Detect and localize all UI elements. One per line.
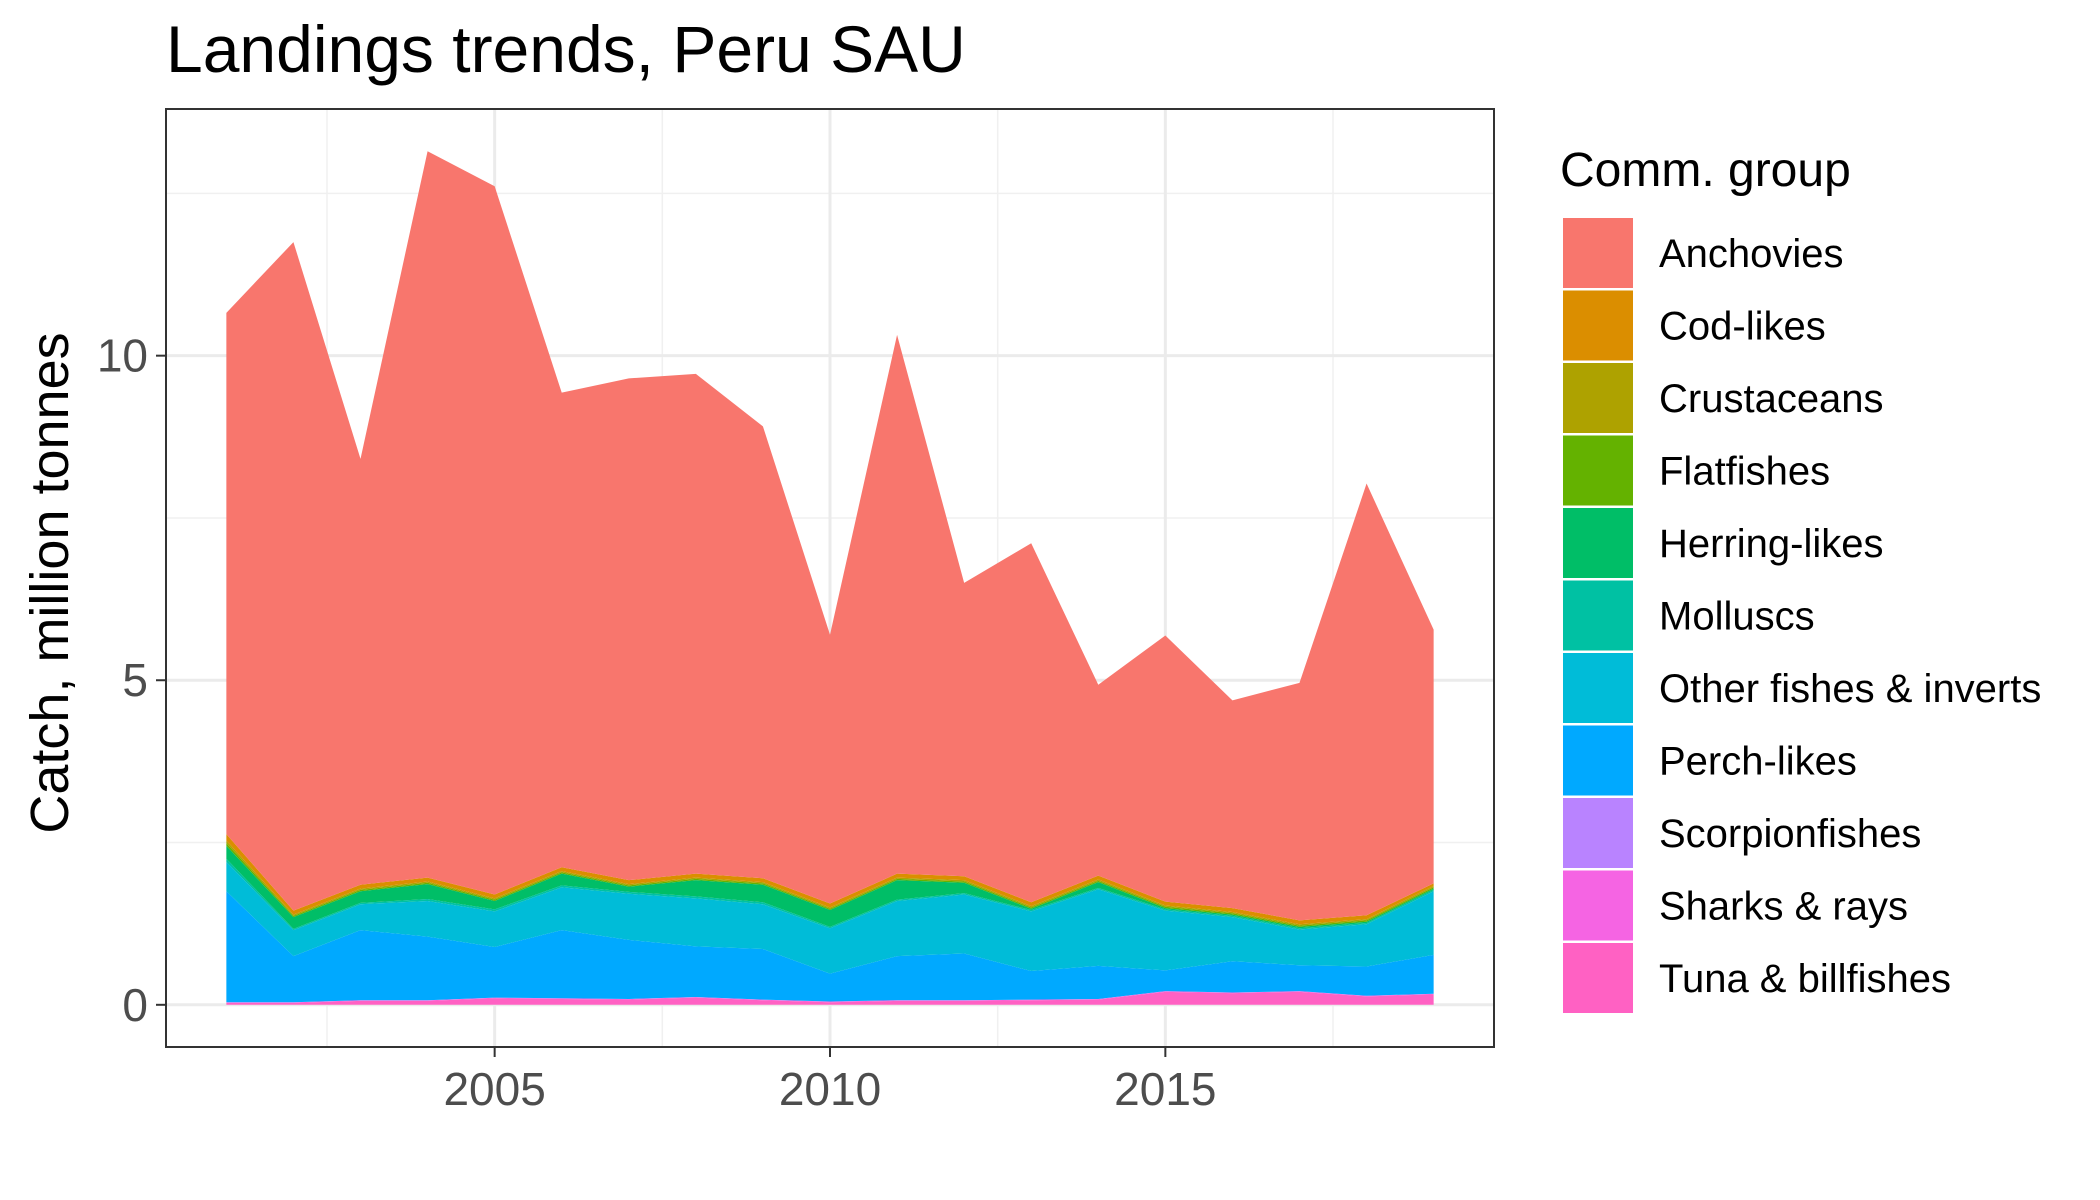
x-tick-label: 2010 xyxy=(779,1063,881,1115)
legend-label-cod-likes: Cod-likes xyxy=(1659,305,1826,349)
chart-title: Landings trends, Peru SAU xyxy=(166,12,966,86)
legend-label-flatfishes: Flatfishes xyxy=(1659,450,1830,494)
legend-label-other-fishes-inverts: Other fishes & inverts xyxy=(1659,667,2041,711)
area-perch-likes xyxy=(226,891,1434,1003)
legend-key-molluscs xyxy=(1563,580,1633,651)
legend-key-scorpionfishes xyxy=(1563,798,1633,868)
legend-label-perch-likes: Perch-likes xyxy=(1659,740,1857,784)
y-tick-label: 10 xyxy=(97,330,148,382)
legend-label-sharks-rays: Sharks & rays xyxy=(1659,885,1908,929)
axis-ticks: 2005 2010 2015 0 5 10 xyxy=(97,330,1217,1115)
area-herring-likes xyxy=(226,845,1434,929)
legend-title: Comm. group xyxy=(1560,144,1851,197)
legend-key-perch-likes xyxy=(1563,725,1633,796)
area-sharks-rays xyxy=(226,991,1434,1003)
legend-key-crustaceans xyxy=(1563,363,1633,433)
legend-key-flatfishes xyxy=(1563,435,1633,506)
legend-key-herring-likes xyxy=(1563,508,1633,578)
legend: Comm. group Anchovies Cod-likes Crustacean… xyxy=(1560,144,2041,1013)
x-tick-label: 2015 xyxy=(1114,1063,1216,1115)
legend-label-scorpionfishes: Scorpionfishes xyxy=(1659,812,1921,856)
area-layers xyxy=(226,151,1434,1005)
legend-label-crustaceans: Crustaceans xyxy=(1659,377,1884,421)
area-cod-likes xyxy=(226,834,1434,925)
area-tuna-billfishes xyxy=(226,991,1434,1005)
legend-key-other-fishes-inverts xyxy=(1563,653,1633,723)
area-crustaceans xyxy=(226,840,1434,926)
area-other-fishes-inverts xyxy=(226,862,1434,974)
y-tick-label: 5 xyxy=(122,654,148,706)
legend-label-tuna-billfishes: Tuna & billfishes xyxy=(1659,957,1951,1001)
y-axis-title: Catch, million tonnes xyxy=(20,332,80,833)
y-tick-label: 0 xyxy=(122,979,148,1031)
legend-key-sharks-rays xyxy=(1563,870,1633,941)
legend-label-herring-likes: Herring-likes xyxy=(1659,522,1884,566)
legend-label-anchovies: Anchovies xyxy=(1659,232,1844,276)
legend-key-cod-likes xyxy=(1563,290,1633,361)
legend-label-molluscs: Molluscs xyxy=(1659,595,1815,639)
legend-key-anchovies xyxy=(1563,218,1633,288)
x-tick-label: 2005 xyxy=(443,1063,545,1115)
area-anchovies xyxy=(226,151,1434,921)
legend-key-tuna-billfishes xyxy=(1563,943,1633,1013)
